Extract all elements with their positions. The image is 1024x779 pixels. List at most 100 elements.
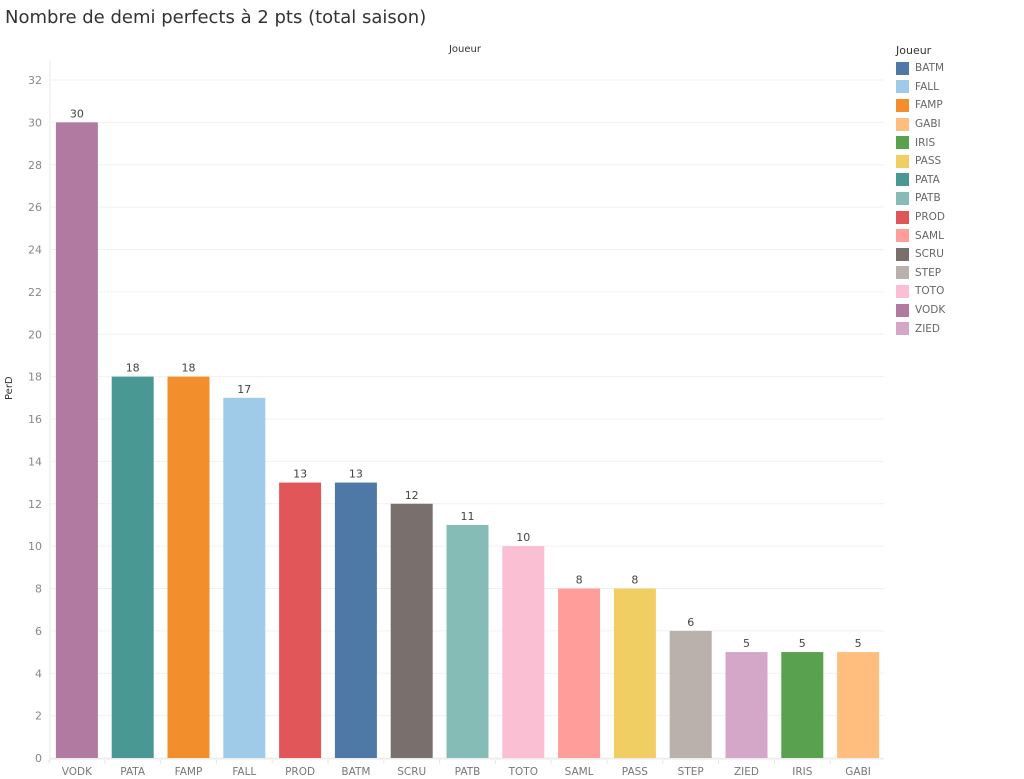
legend-item-batm[interactable]: BATM — [896, 59, 1020, 78]
bar-famp — [167, 376, 210, 758]
legend-swatch — [896, 303, 909, 317]
y-tick-label: 30 — [28, 116, 42, 129]
data-label: 5 — [743, 637, 750, 650]
legend-swatch — [896, 98, 909, 112]
legend-label: FALL — [915, 80, 939, 93]
bar-chart: 0246810121416182022242628303230VODK18PAT… — [28, 60, 884, 778]
data-label: 11 — [461, 510, 475, 523]
data-label: 8 — [576, 574, 583, 587]
legend-swatch — [896, 80, 909, 94]
legend-label: PASS — [915, 155, 942, 168]
legend-item-zied[interactable]: ZIED — [896, 319, 1020, 338]
legend-item-prod[interactable]: PROD — [896, 208, 1020, 227]
x-tick-label: PROD — [285, 766, 315, 778]
y-tick-label: 18 — [28, 371, 42, 384]
legend-swatch — [896, 284, 909, 298]
x-tick-label: PATA — [120, 766, 146, 778]
legend-swatch — [896, 322, 909, 336]
x-tick-label: FAMP — [175, 766, 203, 778]
bar-pass — [613, 588, 656, 758]
y-tick-label: 28 — [28, 159, 42, 172]
legend-swatch — [896, 210, 909, 224]
x-tick-label: PATB — [455, 766, 481, 778]
legend-label: SAML — [915, 229, 944, 242]
bar-scru — [390, 503, 433, 758]
y-tick-label: 24 — [28, 244, 42, 257]
legend-item-toto[interactable]: TOTO — [896, 282, 1020, 301]
bar-saml — [558, 588, 601, 758]
legend-item-pata[interactable]: PATA — [896, 171, 1020, 190]
data-label: 8 — [631, 574, 638, 587]
legend-swatch — [896, 266, 909, 280]
y-tick-label: 20 — [28, 328, 42, 341]
legend-label: SCRU — [915, 248, 944, 261]
x-tick-label: SAML — [565, 766, 594, 778]
legend-item-step[interactable]: STEP — [896, 264, 1020, 283]
data-label: 5 — [799, 637, 806, 650]
x-tick-label: IRIS — [792, 766, 812, 778]
legend-label: PATA — [915, 173, 940, 186]
bar-patb — [446, 524, 489, 758]
y-tick-label: 0 — [35, 752, 42, 765]
legend-item-saml[interactable]: SAML — [896, 226, 1020, 245]
x-tick-label: BATM — [341, 766, 370, 778]
legend-label: PATB — [915, 192, 941, 205]
chart-title: Nombre de demi perfects à 2 pts (total s… — [5, 7, 427, 28]
y-tick-label: 6 — [35, 625, 42, 638]
data-label: 13 — [349, 468, 363, 481]
y-tick-label: 26 — [28, 201, 42, 214]
y-tick-label: 10 — [28, 540, 42, 553]
legend-label: IRIS — [915, 136, 936, 149]
legend-swatch — [896, 173, 909, 187]
legend-swatch — [896, 229, 909, 243]
data-label: 18 — [126, 362, 140, 375]
data-label: 13 — [293, 468, 307, 481]
legend-item-patb[interactable]: PATB — [896, 189, 1020, 208]
legend-title: Joueur — [896, 44, 932, 57]
legend-item-pass[interactable]: PASS — [896, 152, 1020, 171]
legend-label: ZIED — [915, 322, 941, 335]
data-label: 17 — [237, 383, 251, 396]
y-tick-label: 14 — [28, 455, 42, 468]
bar-toto — [502, 546, 545, 758]
data-label: 12 — [405, 489, 419, 502]
x-tick-label: STEP — [678, 766, 704, 778]
legend-swatch — [896, 247, 909, 261]
y-tick-label: 32 — [28, 74, 42, 87]
data-label: 5 — [855, 637, 862, 650]
data-label: 6 — [687, 616, 694, 629]
legend-label: FAMP — [915, 99, 943, 112]
legend-item-fall[interactable]: FALL — [896, 78, 1020, 97]
legend-item-iris[interactable]: IRIS — [896, 133, 1020, 152]
legend-label: BATM — [915, 62, 945, 75]
data-label: 30 — [70, 107, 84, 120]
bar-zied — [725, 652, 768, 758]
legend-label: TOTO — [915, 285, 945, 298]
x-tick-label: PASS — [622, 766, 649, 778]
legend-swatch — [896, 61, 909, 75]
data-label: 18 — [182, 362, 196, 375]
legend: Joueur BATM FALL FAMP GABI IRIS PASS PATA PATB P… — [896, 44, 1020, 338]
y-tick-label: 16 — [28, 413, 42, 426]
x-tick-label: TOTO — [508, 766, 538, 778]
bar-pata — [111, 376, 154, 758]
bar-iris — [781, 652, 824, 758]
y-tick-label: 22 — [28, 286, 42, 299]
legend-item-gabi[interactable]: GABI — [896, 115, 1020, 134]
legend-label: GABI — [915, 118, 941, 131]
legend-item-vodk[interactable]: VODK — [896, 301, 1020, 320]
legend-label: STEP — [915, 266, 942, 279]
legend-swatch — [896, 191, 909, 205]
bar-vodk — [55, 122, 98, 758]
legend-swatch — [896, 154, 909, 168]
bar-batm — [334, 482, 377, 758]
bar-fall — [223, 397, 266, 758]
legend-item-famp[interactable]: FAMP — [896, 96, 1020, 115]
legend-swatch — [896, 117, 909, 131]
x-tick-label: ZIED — [734, 766, 759, 778]
y-tick-label: 8 — [35, 583, 42, 596]
legend-swatch — [896, 136, 909, 150]
legend-item-scru[interactable]: SCRU — [896, 245, 1020, 264]
bar-prod — [279, 482, 322, 758]
bar-step — [669, 630, 712, 758]
